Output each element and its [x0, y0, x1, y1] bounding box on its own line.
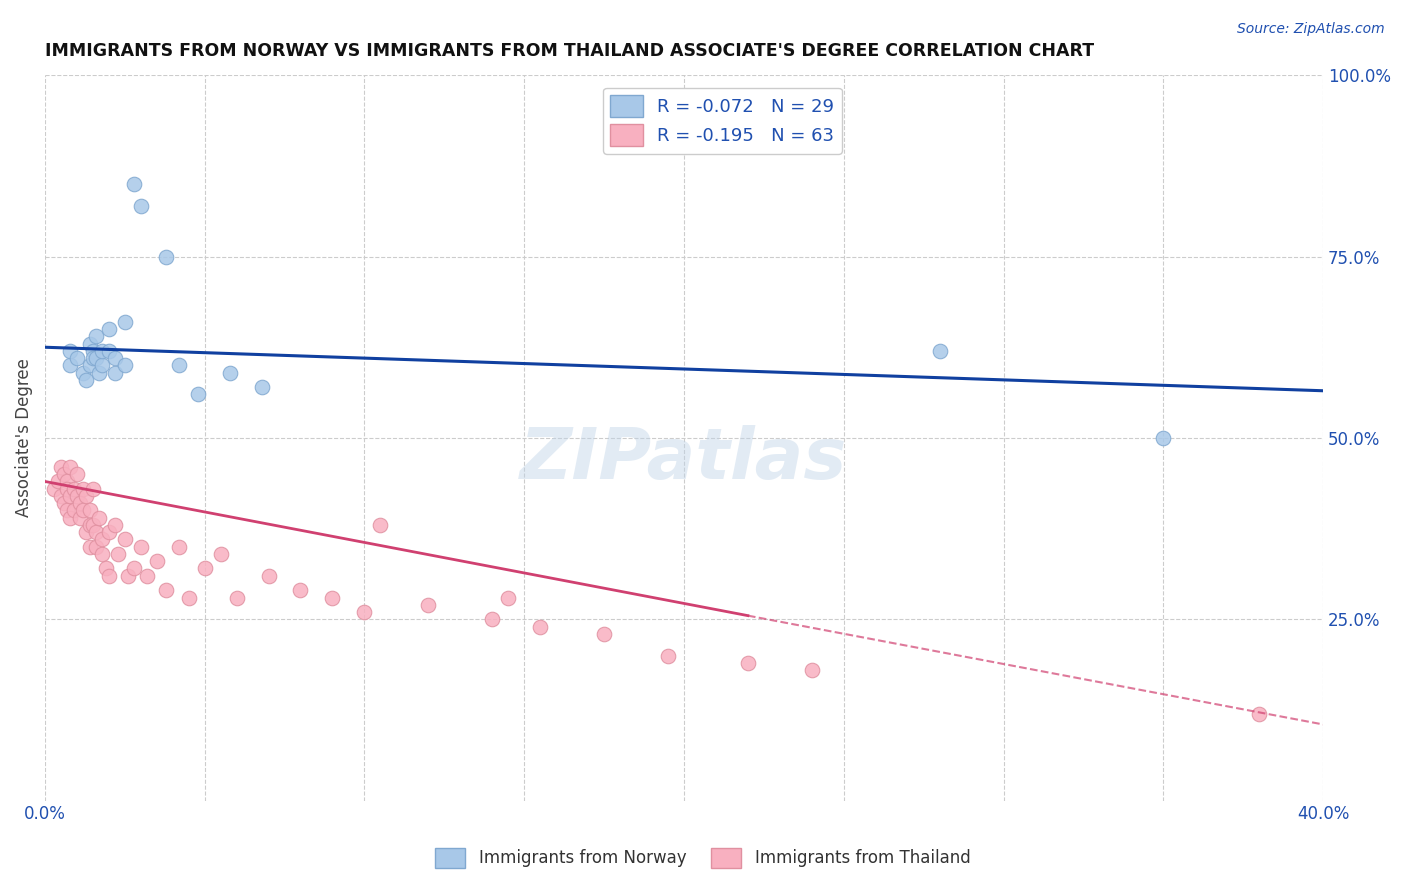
- Point: [657, 648, 679, 663]
- Point: [66, 467, 89, 482]
- Point: [124, 177, 146, 191]
- Point: [84, 329, 107, 343]
- Point: [79, 359, 101, 373]
- Point: [59, 359, 82, 373]
- Point: [59, 343, 82, 358]
- Point: [593, 627, 616, 641]
- Point: [800, 663, 823, 677]
- Point: [79, 540, 101, 554]
- Point: [418, 598, 440, 612]
- Point: [97, 568, 120, 582]
- Point: [114, 359, 136, 373]
- Point: [62, 503, 84, 517]
- Point: [72, 366, 94, 380]
- Point: [194, 561, 217, 575]
- Y-axis label: Associate's Degree: Associate's Degree: [15, 359, 32, 517]
- Point: [89, 510, 111, 524]
- Point: [66, 351, 89, 365]
- Point: [84, 351, 107, 365]
- Point: [155, 583, 177, 598]
- Point: [82, 518, 104, 533]
- Point: [136, 568, 159, 582]
- Text: IMMIGRANTS FROM NORWAY VS IMMIGRANTS FROM THAILAND ASSOCIATE'S DEGREE CORRELATIO: IMMIGRANTS FROM NORWAY VS IMMIGRANTS FRO…: [45, 42, 1094, 60]
- Point: [69, 496, 91, 510]
- Point: [353, 605, 375, 619]
- Point: [62, 482, 84, 496]
- Point: [481, 612, 503, 626]
- Point: [250, 380, 273, 394]
- Point: [209, 547, 232, 561]
- Point: [56, 503, 79, 517]
- Point: [84, 540, 107, 554]
- Point: [59, 459, 82, 474]
- Point: [114, 533, 136, 547]
- Point: [219, 366, 242, 380]
- Point: [155, 250, 177, 264]
- Point: [129, 540, 152, 554]
- Point: [321, 591, 343, 605]
- Point: [290, 583, 312, 598]
- Point: [104, 351, 127, 365]
- Point: [79, 336, 101, 351]
- Point: [75, 525, 97, 540]
- Point: [53, 467, 76, 482]
- Point: [84, 525, 107, 540]
- Legend: Immigrants from Norway, Immigrants from Thailand: Immigrants from Norway, Immigrants from …: [429, 841, 977, 875]
- Point: [59, 510, 82, 524]
- Point: [370, 518, 392, 533]
- Point: [167, 540, 190, 554]
- Point: [104, 518, 127, 533]
- Point: [49, 459, 72, 474]
- Text: Source: ZipAtlas.com: Source: ZipAtlas.com: [1237, 22, 1385, 37]
- Point: [91, 343, 114, 358]
- Point: [97, 322, 120, 336]
- Point: [72, 482, 94, 496]
- Point: [46, 475, 69, 489]
- Point: [59, 489, 82, 503]
- Point: [49, 489, 72, 503]
- Point: [94, 561, 117, 575]
- Point: [69, 510, 91, 524]
- Point: [56, 475, 79, 489]
- Point: [82, 343, 104, 358]
- Point: [91, 547, 114, 561]
- Point: [97, 525, 120, 540]
- Point: [124, 561, 146, 575]
- Point: [145, 554, 167, 568]
- Point: [91, 359, 114, 373]
- Point: [496, 591, 519, 605]
- Text: ZIPatlas: ZIPatlas: [520, 425, 848, 494]
- Point: [257, 568, 280, 582]
- Point: [82, 482, 104, 496]
- Point: [66, 489, 89, 503]
- Point: [44, 482, 66, 496]
- Point: [91, 533, 114, 547]
- Legend: R = -0.072   N = 29, R = -0.195   N = 63: R = -0.072 N = 29, R = -0.195 N = 63: [603, 87, 842, 153]
- Point: [89, 366, 111, 380]
- Point: [104, 366, 127, 380]
- Point: [1249, 706, 1271, 721]
- Point: [82, 351, 104, 365]
- Point: [79, 503, 101, 517]
- Point: [53, 496, 76, 510]
- Point: [107, 547, 129, 561]
- Point: [79, 518, 101, 533]
- Point: [1152, 431, 1174, 445]
- Point: [225, 591, 247, 605]
- Point: [75, 489, 97, 503]
- Point: [97, 343, 120, 358]
- Point: [72, 503, 94, 517]
- Point: [529, 619, 551, 633]
- Point: [928, 343, 950, 358]
- Point: [56, 482, 79, 496]
- Point: [75, 373, 97, 387]
- Point: [117, 568, 139, 582]
- Point: [167, 359, 190, 373]
- Point: [737, 656, 759, 670]
- Point: [187, 387, 209, 401]
- Point: [129, 199, 152, 213]
- Point: [177, 591, 200, 605]
- Point: [114, 315, 136, 329]
